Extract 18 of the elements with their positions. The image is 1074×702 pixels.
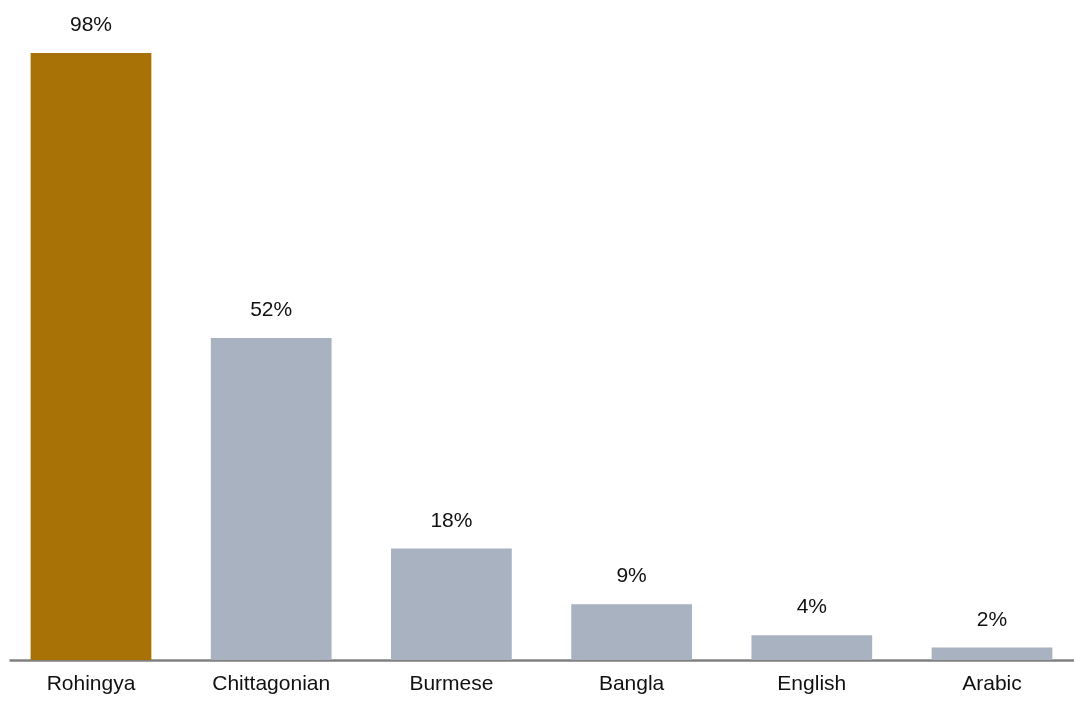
data-label: 52%: [250, 296, 293, 320]
x-tick-label: Chittagonian: [212, 670, 331, 694]
bar: [391, 548, 512, 660]
data-label: 18%: [430, 507, 473, 531]
data-label: 4%: [796, 594, 827, 618]
bar: [30, 53, 152, 660]
data-label: 2%: [976, 606, 1008, 630]
bar: [751, 635, 873, 660]
data-label: 98%: [69, 12, 113, 35]
bar: [210, 337, 332, 660]
data-label: 9%: [616, 563, 647, 587]
x-tick-label: Bangla: [598, 670, 665, 694]
bar: [931, 647, 1053, 660]
x-tick-label: Burmese: [409, 670, 494, 694]
bar: [571, 604, 692, 660]
x-tick-label: Arabic: [962, 670, 1022, 694]
x-tick-label: Rohingya: [46, 670, 136, 694]
x-tick-label: English: [777, 670, 847, 694]
